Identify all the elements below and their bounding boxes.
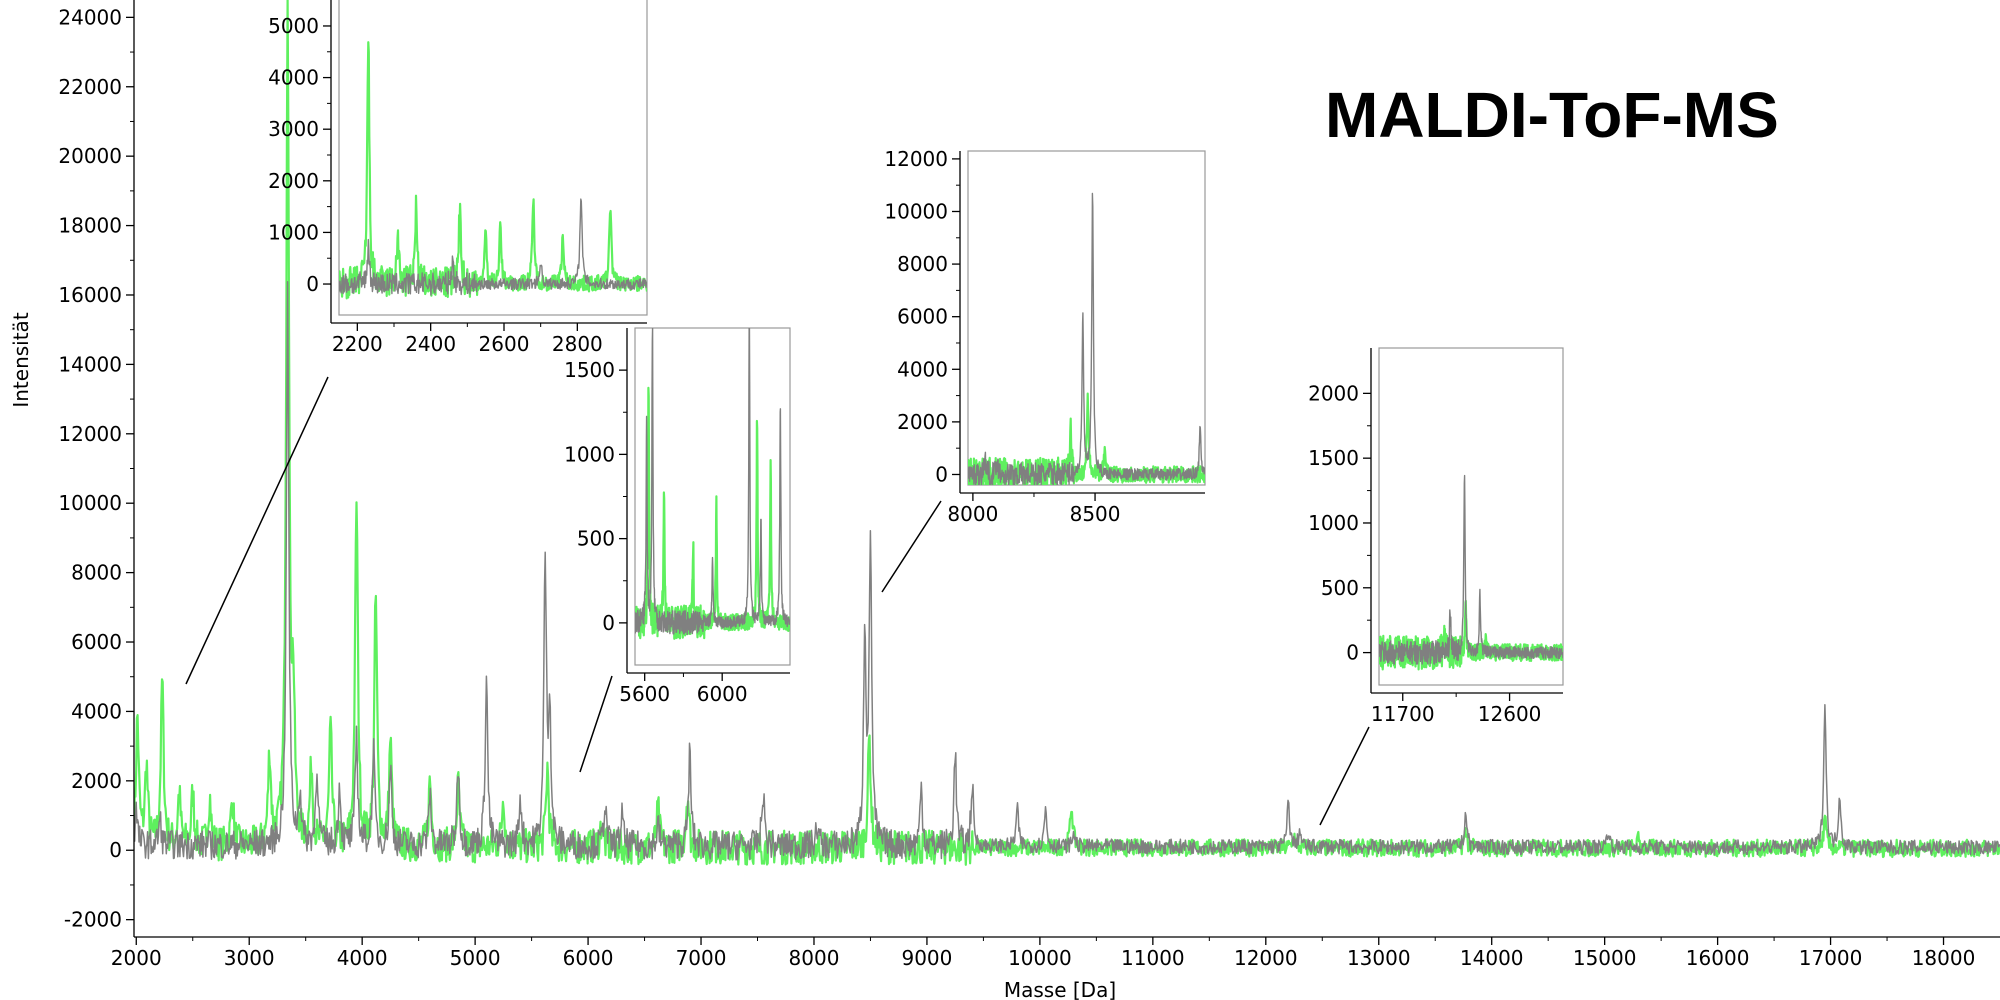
x-tick-label: 11000: [1121, 946, 1185, 970]
inset-3-series-1: [968, 192, 1205, 485]
x-tick-label: 14000: [1460, 946, 1524, 970]
inset-leader-line: [1319, 726, 1370, 826]
y-tick-label: 4000: [71, 699, 122, 723]
inset-3: 8000 8500 0 2000 4000 6000 8000 10000 12000: [884, 147, 1206, 526]
x-tick-label: 8000: [947, 502, 998, 526]
y-tick-label: 10000: [884, 199, 948, 223]
y-tick-label: 2000: [1308, 381, 1359, 405]
y-tick-label: 24000: [58, 5, 122, 29]
y-tick-label: 8000: [71, 561, 122, 585]
y-tick-label: 20000: [58, 144, 122, 168]
x-tick-label: 12000: [1234, 946, 1298, 970]
x-tick-label: 3000: [224, 946, 275, 970]
x-axis-title: Masse [Da]: [1004, 978, 1116, 1000]
y-tick-label: 500: [1321, 576, 1359, 600]
y-tick-label: 1000: [1308, 511, 1359, 535]
x-tick-label: 6000: [563, 946, 614, 970]
y-tick-label: -2000: [64, 908, 122, 932]
x-tick-label: 10000: [1008, 946, 1072, 970]
y-tick-label: 6000: [71, 630, 122, 654]
x-tick-label: 8500: [1070, 502, 1121, 526]
y-tick-label: 12000: [58, 422, 122, 446]
inset-2-series-1: [635, 328, 790, 636]
x-tick-label: 6000: [697, 682, 748, 706]
x-tick-label: 4000: [337, 946, 388, 970]
y-tick-label: 6000: [897, 305, 948, 329]
y-axis-title: Intensität: [9, 312, 33, 407]
chart-title: MALDI-ToF-MS: [1325, 79, 1779, 151]
y-tick-label: 0: [306, 272, 319, 296]
y-tick-label: 500: [577, 527, 615, 551]
y-tick-label: 5000: [268, 14, 319, 38]
y-tick-label: 2000: [71, 769, 122, 793]
x-tick-label: 7000: [676, 946, 727, 970]
x-tick-label: 2000: [111, 946, 162, 970]
y-tick-label: 10000: [58, 491, 122, 515]
y-tick-label: 1500: [564, 358, 615, 382]
y-tick-label: 1500: [1308, 446, 1359, 470]
inset-1-series-1: [339, 198, 647, 296]
y-tick-label: 14000: [58, 352, 122, 376]
zoom-insets: 2200 2400 2600 2800010002000300040005000560…: [185, 0, 1564, 826]
x-tick-label: 2400: [405, 332, 456, 356]
x-tick-label: 8000: [789, 946, 840, 970]
main-panel: 2000 3000 4000 5000 6000 7000 8000 9000 10000 110…: [58, 0, 2000, 970]
inset-leader-line: [185, 376, 329, 685]
y-tick-label: 1000: [564, 442, 615, 466]
inset-1: 2200 2400 2600 2800 0 1000 2000 3000 4000 5000: [268, 0, 648, 356]
y-tick-label: 18000: [58, 214, 122, 238]
x-tick-label: 2600: [479, 332, 530, 356]
x-tick-label: 17000: [1799, 946, 1863, 970]
inset-4: 11700 12600 0 500 1000 1500 2000: [1308, 347, 1564, 726]
y-tick-label: 4000: [268, 66, 319, 90]
y-tick-label: 2000: [897, 410, 948, 434]
y-tick-label: 0: [109, 838, 122, 862]
x-tick-label: 18000: [1912, 946, 1976, 970]
x-tick-label: 13000: [1347, 946, 1411, 970]
main-panel-series-1: [134, 281, 2000, 861]
x-tick-label: 5600: [619, 682, 670, 706]
x-tick-label: 2200: [332, 332, 383, 356]
y-tick-label: 3000: [268, 117, 319, 141]
y-tick-label: 2000: [268, 169, 319, 193]
y-tick-label: 12000: [884, 147, 948, 171]
x-tick-label: 15000: [1573, 946, 1637, 970]
x-tick-label: 11700: [1371, 702, 1435, 726]
y-tick-label: 0: [602, 611, 615, 635]
x-tick-label: 5000: [450, 946, 501, 970]
y-tick-label: 4000: [897, 357, 948, 381]
inset-leader-line: [881, 500, 942, 593]
y-tick-label: 16000: [58, 283, 122, 307]
y-tick-label: 8000: [897, 252, 948, 276]
inset-4-series-1: [1379, 474, 1563, 665]
x-tick-label: 9000: [901, 946, 952, 970]
x-tick-label: 16000: [1686, 946, 1750, 970]
x-tick-label: 2800: [552, 332, 603, 356]
inset-4-frame: [1378, 347, 1564, 686]
y-tick-label: 0: [935, 462, 948, 486]
inset-leader-line: [579, 675, 613, 773]
x-tick-label: 12600: [1478, 702, 1542, 726]
inset-1-frame: [338, 0, 648, 316]
y-tick-label: 22000: [58, 75, 122, 99]
main-plot-area: 2000 3000 4000 5000 6000 7000 8000 9000 10000 110…: [58, 0, 2000, 970]
y-tick-label: 0: [1346, 641, 1359, 665]
y-tick-label: 1000: [268, 220, 319, 244]
inset-2: 5600 6000 0 500 1000 1500: [564, 327, 791, 706]
